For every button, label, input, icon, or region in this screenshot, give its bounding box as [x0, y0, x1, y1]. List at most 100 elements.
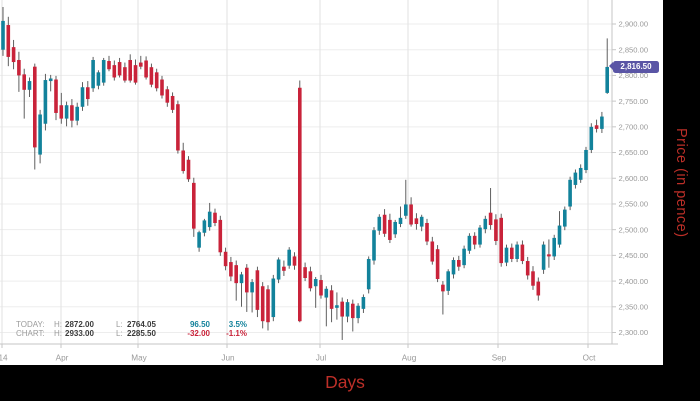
candle-body[interactable] [107, 61, 111, 70]
candle[interactable] [372, 227, 376, 265]
candle-body[interactable] [472, 235, 477, 245]
candle[interactable] [255, 266, 260, 318]
candle[interactable] [213, 208, 217, 227]
candle[interactable] [64, 101, 69, 127]
candle[interactable] [478, 225, 482, 248]
candle-body[interactable] [340, 301, 344, 317]
candle-body[interactable] [329, 290, 334, 309]
candle[interactable] [425, 218, 429, 246]
candle-body[interactable] [568, 179, 572, 207]
candle-body[interactable] [96, 72, 101, 86]
candle-body[interactable] [303, 267, 307, 278]
candle[interactable] [91, 56, 95, 92]
candle[interactable] [589, 123, 594, 154]
candle[interactable] [457, 255, 461, 271]
candle[interactable] [356, 303, 360, 324]
candle-body[interactable] [345, 302, 350, 317]
candle-body[interactable] [398, 217, 403, 225]
candle-body[interactable] [22, 74, 26, 90]
candle-body[interactable] [192, 182, 196, 229]
candle[interactable] [298, 80, 302, 323]
candle-body[interactable] [547, 254, 551, 257]
candle-body[interactable] [584, 149, 588, 171]
candle[interactable] [446, 269, 450, 295]
candle[interactable] [192, 177, 196, 237]
candle[interactable] [139, 55, 143, 70]
candle[interactable] [515, 241, 519, 263]
candle[interactable] [414, 213, 419, 230]
candle[interactable] [494, 214, 498, 246]
candle-body[interactable] [276, 259, 281, 280]
candle-body[interactable] [494, 219, 498, 241]
candle-body[interactable] [149, 67, 154, 85]
candle-body[interactable] [430, 241, 435, 262]
candle-body[interactable] [27, 81, 32, 90]
candle-body[interactable] [504, 247, 509, 263]
candle[interactable] [324, 286, 329, 327]
candle-body[interactable] [356, 305, 360, 319]
candle[interactable] [329, 285, 334, 323]
candle[interactable] [197, 230, 201, 252]
candle[interactable] [308, 266, 313, 292]
candle-body[interactable] [308, 271, 313, 289]
candle[interactable] [186, 156, 191, 182]
candle[interactable] [398, 206, 403, 228]
candle-body[interactable] [515, 244, 519, 259]
candle-body[interactable] [271, 278, 276, 318]
candle-body[interactable] [292, 256, 297, 266]
candle[interactable] [563, 206, 567, 231]
candle-body[interactable] [324, 288, 329, 298]
candle[interactable] [170, 92, 175, 113]
candle[interactable] [96, 70, 101, 90]
candle-body[interactable] [160, 79, 164, 96]
candle-body[interactable] [351, 303, 355, 319]
candle-body[interactable] [335, 305, 339, 308]
candle[interactable] [488, 188, 493, 230]
candle-body[interactable] [552, 237, 556, 257]
candle[interactable] [101, 57, 106, 86]
candle[interactable] [462, 245, 466, 269]
candle-body[interactable] [260, 286, 265, 322]
candle[interactable] [351, 299, 355, 332]
candle[interactable] [547, 239, 551, 268]
candle-body[interactable] [573, 172, 578, 185]
candle-body[interactable] [218, 219, 223, 253]
candle[interactable] [276, 257, 281, 284]
candle-body[interactable] [361, 297, 366, 309]
candle-body[interactable] [223, 251, 228, 267]
candle[interactable] [54, 75, 58, 121]
candle[interactable] [271, 274, 276, 322]
candle[interactable] [234, 260, 238, 301]
candle-body[interactable] [589, 126, 594, 150]
candle-body[interactable] [117, 62, 122, 76]
candle[interactable] [282, 260, 286, 276]
candle-body[interactable] [11, 47, 16, 63]
candle-body[interactable] [563, 209, 567, 227]
candle-body[interactable] [91, 59, 95, 89]
candle[interactable] [160, 75, 164, 99]
candle-body[interactable] [287, 249, 291, 266]
candle-body[interactable] [435, 249, 440, 280]
candle[interactable] [218, 215, 223, 256]
candle-body[interactable] [520, 244, 525, 262]
candle[interactable] [319, 274, 323, 299]
candle[interactable] [260, 282, 265, 329]
candle[interactable] [292, 252, 297, 270]
candle[interactable] [472, 232, 477, 250]
candle-body[interactable] [467, 235, 472, 251]
candle[interactable] [154, 68, 159, 92]
candle[interactable] [287, 247, 291, 269]
candle-body[interactable] [6, 25, 11, 57]
candle[interactable] [250, 279, 254, 313]
candle-body[interactable] [605, 66, 609, 93]
candle-body[interactable] [1, 20, 5, 50]
candle[interactable] [75, 102, 79, 126]
candle[interactable] [340, 297, 344, 340]
candle-body[interactable] [377, 216, 382, 231]
candle[interactable] [552, 234, 556, 261]
candle-body[interactable] [33, 66, 37, 148]
candle-body[interactable] [128, 59, 132, 81]
candle-body[interactable] [139, 62, 143, 67]
candle[interactable] [584, 146, 588, 174]
candle-body[interactable] [404, 204, 408, 216]
